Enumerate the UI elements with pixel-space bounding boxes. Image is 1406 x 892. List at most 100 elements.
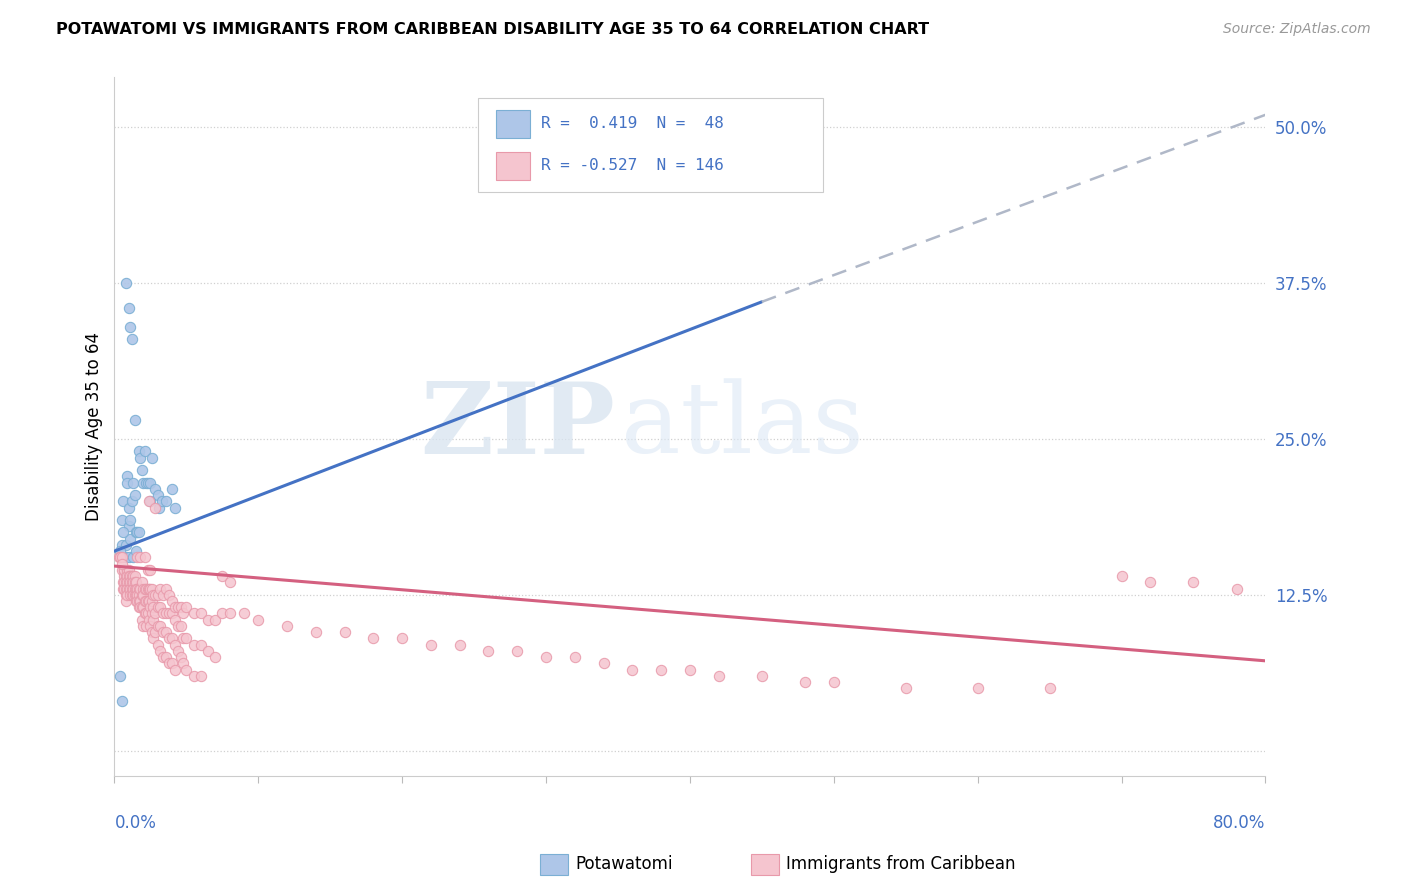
Point <box>363 632 385 646</box>
Point <box>1139 575 1161 590</box>
Point <box>127 588 149 602</box>
Point <box>152 625 174 640</box>
Point <box>134 550 156 565</box>
Point <box>125 525 148 540</box>
Point <box>136 582 159 596</box>
Point <box>142 600 165 615</box>
Point <box>138 594 160 608</box>
Point <box>534 650 557 665</box>
Point <box>183 607 205 621</box>
Point <box>122 569 145 583</box>
Point <box>129 594 152 608</box>
Point <box>136 594 159 608</box>
Point <box>146 488 169 502</box>
Point <box>139 563 162 577</box>
Point <box>120 575 142 590</box>
Point <box>333 625 356 640</box>
Point <box>131 600 153 615</box>
Point <box>107 550 129 565</box>
Point <box>160 594 183 608</box>
Point <box>120 532 142 546</box>
Point <box>136 607 159 621</box>
Point <box>157 607 180 621</box>
Point <box>118 582 141 596</box>
Point <box>141 625 163 640</box>
Point <box>679 663 702 677</box>
Point <box>155 582 177 596</box>
Point <box>143 500 166 515</box>
Point <box>129 450 152 465</box>
Point <box>134 594 156 608</box>
Point <box>172 607 194 621</box>
Point <box>149 619 172 633</box>
Point <box>124 413 146 427</box>
Point <box>122 582 145 596</box>
Point <box>650 663 672 677</box>
Point <box>155 650 177 665</box>
Text: Source: ZipAtlas.com: Source: ZipAtlas.com <box>1223 22 1371 37</box>
Point <box>136 563 159 577</box>
Point <box>135 594 157 608</box>
Point <box>176 632 198 646</box>
Point <box>160 607 183 621</box>
Point <box>1111 569 1133 583</box>
Point <box>128 525 150 540</box>
Point <box>149 644 172 658</box>
Point <box>115 569 138 583</box>
Point <box>114 563 136 577</box>
Point <box>141 607 163 621</box>
Point <box>592 657 614 671</box>
Text: R =  0.419  N =  48: R = 0.419 N = 48 <box>541 117 724 131</box>
Point <box>477 644 499 658</box>
Point <box>131 613 153 627</box>
Point <box>124 588 146 602</box>
Point <box>190 607 212 621</box>
Point <box>110 538 132 552</box>
Point <box>232 607 254 621</box>
Point <box>138 613 160 627</box>
Point <box>143 607 166 621</box>
Point <box>112 525 135 540</box>
Point <box>115 276 138 290</box>
Point <box>134 582 156 596</box>
Point <box>621 663 644 677</box>
Point <box>169 650 191 665</box>
Point <box>135 607 157 621</box>
Point <box>132 600 155 615</box>
Point <box>163 638 186 652</box>
Point <box>1038 681 1060 696</box>
Point <box>120 319 142 334</box>
Point <box>117 469 139 483</box>
Point <box>128 594 150 608</box>
Point <box>114 582 136 596</box>
Point <box>218 607 240 621</box>
Point <box>131 463 153 477</box>
Point <box>121 569 143 583</box>
Point <box>160 632 183 646</box>
Point <box>124 582 146 596</box>
Point <box>110 513 132 527</box>
Point <box>163 500 186 515</box>
Point <box>141 450 163 465</box>
Point <box>127 525 149 540</box>
Point <box>163 600 186 615</box>
Point <box>131 575 153 590</box>
Point <box>121 588 143 602</box>
Point <box>129 600 152 615</box>
Point <box>110 550 132 565</box>
Point <box>152 588 174 602</box>
Point <box>172 657 194 671</box>
Point <box>176 600 198 615</box>
Point <box>163 613 186 627</box>
Point <box>128 582 150 596</box>
Point <box>115 563 138 577</box>
Point <box>141 582 163 596</box>
Text: atlas: atlas <box>621 378 863 475</box>
Point <box>114 563 136 577</box>
Point <box>114 575 136 590</box>
Point <box>117 475 139 490</box>
Point <box>118 519 141 533</box>
Point <box>125 588 148 602</box>
Point <box>146 588 169 602</box>
Point <box>112 582 135 596</box>
